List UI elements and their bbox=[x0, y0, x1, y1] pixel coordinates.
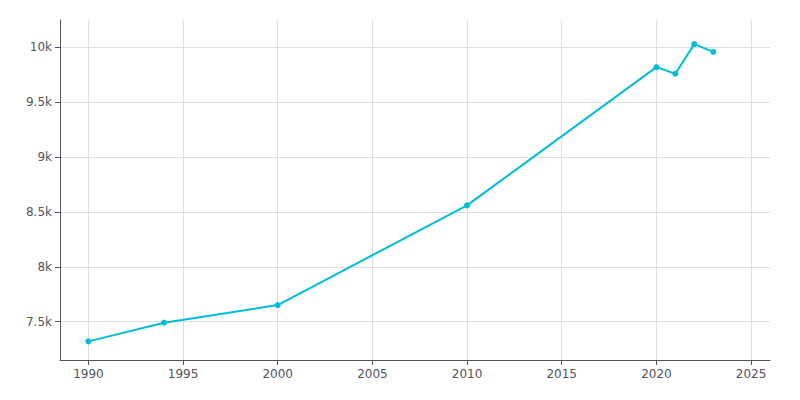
svg-text:10k: 10k bbox=[30, 40, 52, 54]
svg-text:1990: 1990 bbox=[73, 367, 104, 381]
svg-text:2025: 2025 bbox=[736, 367, 767, 381]
svg-text:2015: 2015 bbox=[546, 367, 577, 381]
svg-text:1995: 1995 bbox=[168, 367, 199, 381]
svg-text:7.5k: 7.5k bbox=[26, 315, 52, 329]
svg-text:8.5k: 8.5k bbox=[26, 205, 52, 219]
svg-text:9.5k: 9.5k bbox=[26, 95, 52, 109]
svg-text:2000: 2000 bbox=[262, 367, 293, 381]
svg-text:2010: 2010 bbox=[452, 367, 483, 381]
svg-text:2005: 2005 bbox=[357, 367, 388, 381]
svg-text:2020: 2020 bbox=[641, 367, 672, 381]
svg-text:8k: 8k bbox=[37, 260, 52, 274]
svg-text:9k: 9k bbox=[37, 150, 52, 164]
